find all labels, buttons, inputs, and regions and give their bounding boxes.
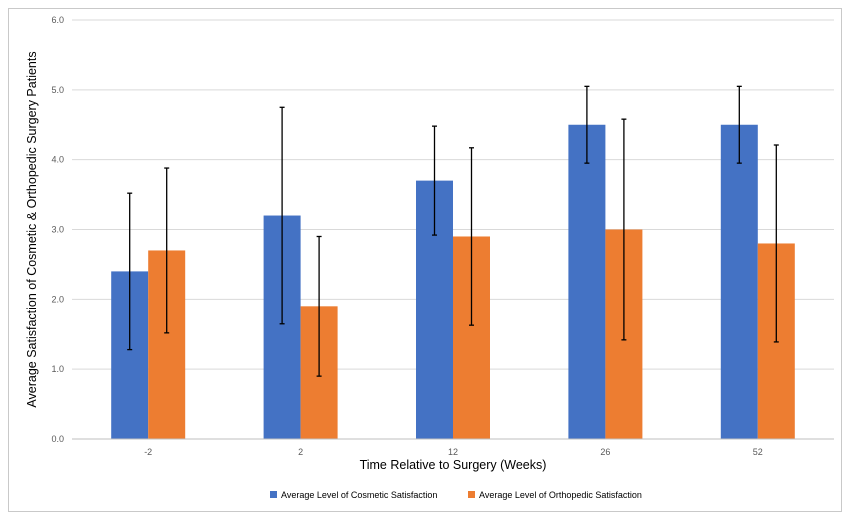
y-tick-label: 2.0 [51,294,64,304]
legend-label: Average Level of Orthopedic Satisfaction [479,490,642,500]
x-tick-label: 12 [448,447,458,457]
y-tick-label: 3.0 [51,225,64,235]
legend-label: Average Level of Cosmetic Satisfaction [281,490,437,500]
error-bars [127,85,779,377]
x-axis-title: Time Relative to Surgery (Weeks) [360,458,547,472]
x-tick-label: 52 [753,447,763,457]
bar [720,124,758,439]
y-tick-label: 0.0 [51,434,64,444]
legend-swatch [270,491,277,498]
bars [111,124,795,439]
legend-swatch [468,491,475,498]
legend: Average Level of Cosmetic Satisfaction Av… [270,490,642,500]
y-tick-label: 1.0 [51,364,64,374]
y-tick-label: 5.0 [51,85,64,95]
x-tick-label: -2 [144,447,152,457]
x-tick-label: 2 [298,447,303,457]
bar [568,124,606,439]
y-axis-title: Average Satisfaction of Cosmetic & Ortho… [25,51,39,407]
y-axis-ticks: 0.0 1.0 2.0 3.0 4.0 5.0 6.0 [51,15,64,444]
y-tick-label: 4.0 [51,155,64,165]
x-axis-ticks: -2 2 12 26 52 [144,447,763,457]
y-tick-label: 6.0 [51,15,64,25]
gridlines [72,19,834,370]
x-tick-label: 26 [600,447,610,457]
